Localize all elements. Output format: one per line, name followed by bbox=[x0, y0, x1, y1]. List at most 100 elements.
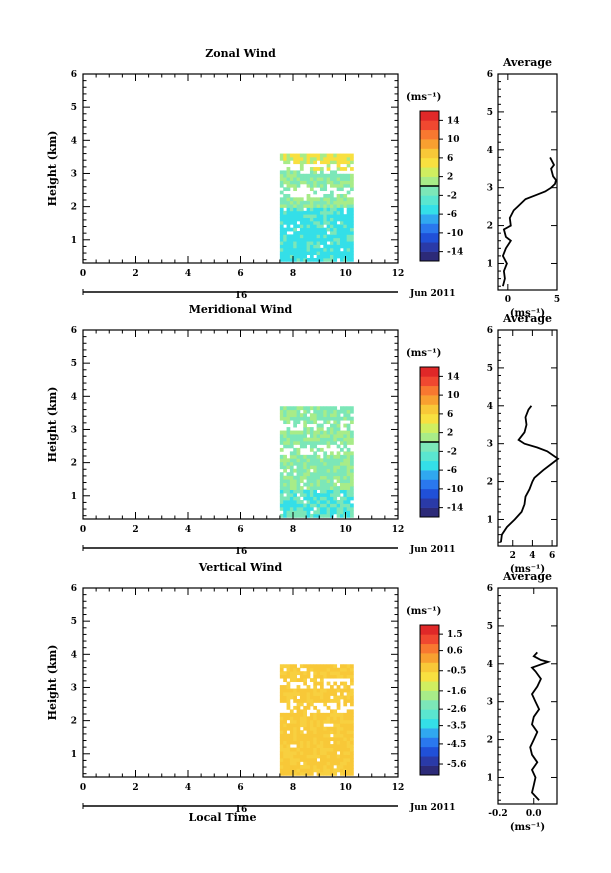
heatmap-cell bbox=[333, 234, 338, 239]
heatmap-cell bbox=[346, 489, 351, 494]
heatmap-cell bbox=[336, 486, 341, 490]
heatmap-cell bbox=[293, 214, 297, 218]
heatmap-cell bbox=[340, 726, 344, 731]
heatmap-cell bbox=[340, 733, 344, 738]
heatmap-cell bbox=[333, 740, 338, 745]
heatmap-cell bbox=[343, 674, 348, 679]
heatmap-cell bbox=[340, 156, 344, 161]
x-tick-label: 10 bbox=[339, 783, 352, 793]
heatmap-cell bbox=[326, 461, 331, 466]
heatmap-cell bbox=[329, 712, 334, 717]
heatmap-cell bbox=[340, 764, 344, 769]
average-frame bbox=[497, 329, 558, 547]
heatmap-cell bbox=[316, 709, 321, 714]
heatmap-cell bbox=[306, 427, 311, 431]
heatmap-cell bbox=[319, 513, 324, 518]
heatmap-cell bbox=[340, 754, 344, 759]
heatmap-cell bbox=[293, 695, 297, 700]
heatmap-cell bbox=[319, 493, 324, 497]
heatmap-cell bbox=[309, 695, 314, 700]
heatmap-cell bbox=[346, 664, 351, 669]
heatmap-cell bbox=[296, 733, 301, 738]
heatmap-cell bbox=[309, 204, 314, 208]
heatmap-cell bbox=[319, 220, 324, 225]
heatmap-cell bbox=[289, 458, 294, 463]
y-tick-label: 3 bbox=[71, 425, 77, 435]
heatmap-cell bbox=[336, 244, 341, 249]
heatmap-cell bbox=[326, 257, 331, 262]
heatmap-cell bbox=[326, 513, 331, 518]
heatmap-cell bbox=[316, 207, 321, 212]
heatmap-cell bbox=[286, 482, 291, 487]
heatmap-cell bbox=[350, 489, 354, 494]
heatmap-cell bbox=[309, 712, 314, 717]
heatmap-cell bbox=[293, 177, 297, 181]
colorbar-swatch bbox=[420, 367, 439, 377]
heatmap-cell bbox=[309, 434, 314, 438]
heatmap-cell bbox=[299, 678, 304, 683]
heatmap-cell bbox=[283, 465, 287, 470]
heatmap-cell bbox=[286, 177, 291, 181]
heatmap-cell bbox=[316, 674, 321, 679]
heatmap-cell bbox=[293, 475, 297, 480]
heatmap-cell bbox=[283, 214, 287, 218]
heatmap-cell bbox=[316, 503, 321, 508]
heatmap-cell bbox=[303, 695, 308, 700]
heatmap-cell bbox=[309, 200, 314, 205]
heatmap-cell bbox=[286, 761, 291, 766]
heatmap-cell bbox=[316, 427, 321, 431]
heatmap-cell bbox=[340, 674, 344, 679]
heatmap-cell bbox=[296, 156, 301, 161]
heatmap-cell bbox=[306, 744, 311, 748]
heatmap-cell bbox=[350, 187, 354, 192]
heatmap-cell bbox=[316, 771, 321, 776]
heatmap-cell bbox=[316, 667, 321, 672]
heatmap-cell bbox=[336, 688, 341, 693]
heatmap-cell bbox=[326, 671, 331, 676]
heatmap-cell bbox=[323, 712, 328, 717]
heatmap-cell bbox=[340, 251, 344, 256]
colorbar-tick-label: -2.6 bbox=[447, 705, 466, 715]
y-tick-label: 2 bbox=[71, 459, 77, 469]
heatmap-cell bbox=[350, 241, 354, 245]
heatmap-cell bbox=[303, 513, 308, 518]
heatmap-cell bbox=[333, 493, 338, 497]
heatmap-cell bbox=[343, 764, 348, 769]
heatmap-cell bbox=[303, 726, 308, 731]
heatmap-cell bbox=[340, 510, 344, 515]
heatmap-cell bbox=[289, 461, 294, 466]
heatmap-cell bbox=[346, 180, 351, 185]
heatmap-cell bbox=[319, 227, 324, 232]
heatmap-cell bbox=[350, 754, 354, 759]
heatmap-cell bbox=[340, 241, 344, 245]
heatmap-cell bbox=[289, 200, 294, 205]
heatmap-cell bbox=[336, 747, 341, 752]
heatmap-cell bbox=[299, 723, 304, 728]
heatmap-cell bbox=[350, 257, 354, 262]
heatmap-cell bbox=[293, 489, 297, 494]
heatmap-cell bbox=[286, 234, 291, 239]
heatmap-cell bbox=[306, 702, 311, 707]
heatmap-cell bbox=[326, 499, 331, 504]
heatmap-cell bbox=[323, 180, 328, 185]
heatmap-cell bbox=[279, 733, 284, 738]
heatmap-cell bbox=[319, 416, 324, 421]
heatmap-cell bbox=[336, 173, 341, 178]
heatmap-cell bbox=[326, 468, 331, 473]
heatmap-cell bbox=[329, 472, 334, 477]
heatmap-cell bbox=[283, 678, 287, 683]
heatmap-cell bbox=[326, 733, 331, 738]
heatmap-cell bbox=[329, 251, 334, 256]
panel-title: Meridional Wind bbox=[189, 303, 293, 316]
heatmap-cell bbox=[336, 237, 341, 242]
heatmap-cell bbox=[333, 489, 338, 494]
heatmap-cell bbox=[329, 173, 334, 178]
heatmap-cell bbox=[293, 409, 297, 414]
heatmap-cell bbox=[350, 737, 354, 742]
heatmap-cell bbox=[346, 479, 351, 484]
heatmap-cell bbox=[306, 698, 311, 703]
y-tick-label: 1 bbox=[71, 236, 77, 246]
heatmap-cell bbox=[279, 180, 284, 185]
heatmap-cell bbox=[286, 705, 291, 710]
heatmap-cell bbox=[319, 726, 324, 731]
